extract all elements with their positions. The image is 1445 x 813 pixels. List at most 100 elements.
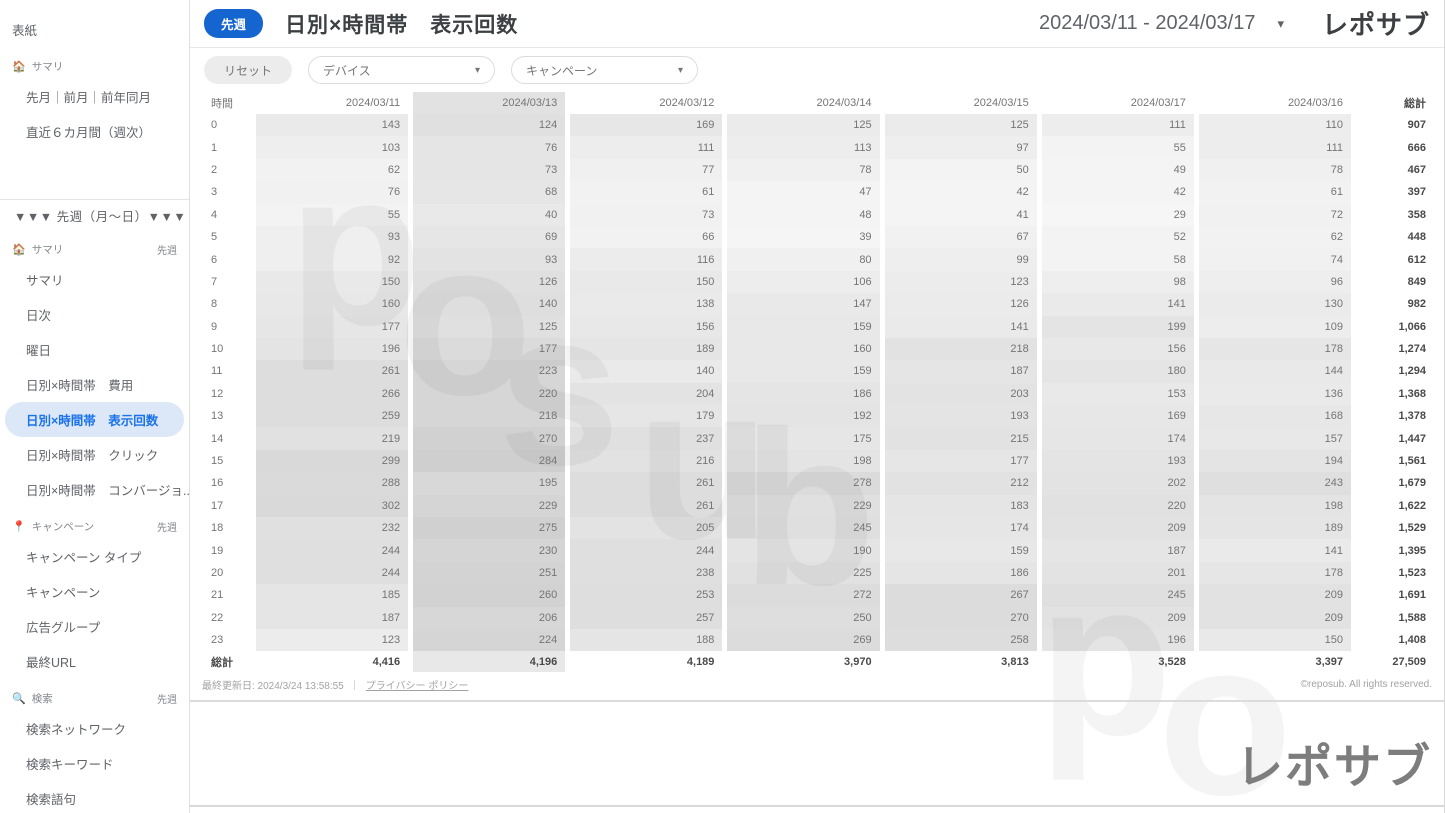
sidebar-item[interactable]: 広告グループ (0, 609, 189, 644)
sidebar-item[interactable]: 先月｜前月｜前年同月 (0, 79, 189, 114)
sidebar-item[interactable]: 表紙 (0, 12, 189, 47)
table-row: 17 302 229 261 229 183 220 198 1,622 (203, 494, 1434, 518)
table-cell: 42 (1041, 181, 1194, 204)
table-cell: 232 (256, 517, 409, 540)
row-total-cell: 1,588 (1398, 611, 1426, 624)
column-total-cell: 4,196 (413, 651, 566, 673)
table-row: 7 150 126 150 106 123 98 96 849 (203, 270, 1434, 294)
table-row: 10 196 177 189 160 218 156 178 1,274 (203, 337, 1434, 361)
sidebar-item-label: 日別×時間帯 クリック (26, 449, 159, 463)
table-cell: 270 (413, 427, 566, 450)
table-row: 9 177 125 156 159 141 199 109 1,066 (203, 315, 1434, 338)
sidebar-item-label: サマリ (26, 274, 64, 288)
hour-label: 3 (211, 186, 218, 199)
sidebar-item-label: 検索語句 (26, 793, 77, 807)
privacy-policy-link[interactable]: プライバシー ポリシー (365, 681, 469, 693)
table-cell: 223 (413, 360, 566, 383)
table-cell: 123 (884, 270, 1037, 294)
table-cell: 177 (884, 449, 1037, 473)
sidebar-group-pin[interactable]: 📍 キャンペーン 先週 (0, 513, 189, 539)
table-cell: 143 (256, 114, 409, 137)
sidebar-item-label: 検索 (31, 692, 53, 705)
sidebar-item[interactable]: 検索キーワード (0, 746, 189, 781)
date-column-header[interactable]: 2024/03/11 (345, 97, 401, 109)
date-column-header[interactable]: 2024/03/15 (973, 97, 1029, 109)
table-cell: 189 (570, 337, 723, 361)
date-column-header[interactable]: 2024/03/14 (816, 97, 872, 109)
campaign-filter-select[interactable]: キャンペーン ▾ (511, 56, 699, 84)
hour-label: 9 (211, 320, 218, 333)
hour-label: 22 (211, 611, 224, 624)
hour-label: 15 (211, 455, 224, 468)
table-cell: 47 (727, 181, 880, 204)
table-cell: 42 (884, 181, 1037, 204)
table-cell: 187 (1041, 539, 1194, 562)
table-cell: 141 (1041, 293, 1194, 316)
sidebar-item-label: 検索ネットワーク (26, 723, 127, 737)
sidebar-item[interactable]: 検索語句 (0, 781, 189, 813)
sidebar-item[interactable]: 日別×時間帯 費用 (0, 367, 189, 402)
sidebar-group-house[interactable]: 🏠 サマリ 先週 (0, 236, 189, 262)
table-cell: 123 (256, 628, 409, 652)
table-cell: 230 (413, 539, 566, 562)
date-column-header[interactable]: 2024/03/12 (659, 97, 715, 109)
sidebar-item[interactable]: キャンペーン (0, 574, 189, 609)
table-row: 21 185 260 253 272 267 245 209 1,691 (203, 584, 1434, 607)
sidebar-item[interactable]: 直近６カ月間（週次） (0, 114, 189, 149)
table-cell: 111 (1198, 136, 1351, 159)
sidebar-item[interactable]: 日別×時間帯 クリック (0, 437, 189, 472)
sidebar-item[interactable]: サマリ (0, 262, 189, 297)
date-column-header[interactable]: 2024/03/17 (1130, 97, 1186, 109)
table-cell: 109 (1198, 315, 1351, 338)
table-cell: 198 (1198, 494, 1351, 518)
hour-label: 5 (211, 231, 218, 244)
table-row: 4 55 40 73 48 41 29 72 358 (203, 203, 1434, 226)
table-cell: 68 (413, 181, 566, 204)
date-range-picker[interactable]: 2024/03/11 - 2024/03/17 ▾ (1039, 12, 1284, 35)
sidebar-item[interactable]: 日別×時間帯 表示回数 (5, 402, 184, 437)
sidebar-nav: 表紙 🏠 サマリ 先月｜前月｜前年同月 直近６カ月間（週次） ▼▼▼ 先週（月〜日）▼▼▼… (0, 12, 189, 813)
table-cell: 76 (256, 181, 409, 204)
date-column-header[interactable]: 2024/03/16 (1287, 97, 1343, 109)
sidebar-item[interactable]: 最終URL (0, 644, 189, 679)
table-row: 13 259 218 179 192 193 169 168 1,378 (203, 405, 1434, 428)
column-total-cell: 3,397 (1315, 655, 1343, 668)
device-filter-select[interactable]: デバイス ▾ (308, 56, 496, 84)
table-cell: 224 (413, 628, 566, 652)
sidebar-item-label: 日次 (26, 309, 52, 323)
table-cell: 261 (570, 472, 723, 495)
table-cell: 136 (1198, 382, 1351, 406)
sidebar-group-house[interactable]: 🏠 サマリ (0, 53, 189, 79)
table-cell: 147 (727, 293, 880, 316)
sidebar-item[interactable]: 日次 (0, 297, 189, 332)
column-total-cell: 3,970 (844, 655, 872, 668)
sidebar-item[interactable]: 検索ネットワーク (0, 711, 189, 746)
hour-label: 0 (211, 119, 218, 132)
sidebar-item[interactable]: 曜日 (0, 332, 189, 367)
row-total-cell: 1,378 (1398, 410, 1426, 423)
sidebar-item[interactable]: 日別×時間帯 コンバージョ... (0, 472, 189, 507)
reset-button[interactable]: リセット (204, 56, 293, 84)
table-cell: 62 (1198, 225, 1351, 249)
row-total-cell: 467 (1407, 163, 1426, 176)
table-row: 18 232 275 205 245 174 209 189 1,529 (203, 517, 1434, 540)
table-row: 5 93 69 66 39 67 52 62 448 (203, 225, 1434, 249)
table-cell: 267 (884, 584, 1037, 607)
column-total-cell: 3,813 (1001, 655, 1029, 668)
date-column-header[interactable]: 2024/03/13 (413, 92, 566, 114)
table-cell: 258 (884, 628, 1037, 652)
table-cell: 99 (884, 248, 1037, 271)
sidebar-item[interactable]: キャンペーン タイプ (0, 539, 189, 574)
table-cell: 80 (727, 248, 880, 271)
table-cell: 218 (413, 405, 566, 428)
table-cell: 168 (1198, 405, 1351, 428)
table-cell: 97 (884, 136, 1037, 159)
table-cell: 260 (413, 584, 566, 607)
table-cell: 220 (1041, 494, 1194, 518)
table-cell: 284 (413, 449, 566, 473)
table-cell: 187 (884, 360, 1037, 383)
column-total-cell: 4,189 (686, 655, 715, 668)
sidebar-group-search[interactable]: 🔍 検索 先週 (0, 685, 189, 711)
total-column-header: 総計 (1404, 98, 1426, 110)
table-cell: 220 (413, 382, 566, 406)
